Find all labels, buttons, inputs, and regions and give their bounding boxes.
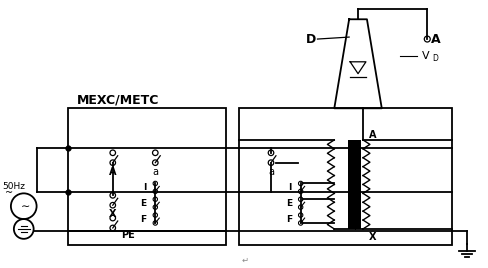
Text: I: I [143, 183, 146, 192]
Text: A: A [369, 130, 377, 140]
Text: PE: PE [121, 230, 134, 240]
Text: $\sim$: $\sim$ [18, 201, 30, 211]
Text: X: X [369, 232, 377, 242]
Text: F: F [285, 215, 292, 224]
Bar [239, 108, 452, 245]
Bar [348, 140, 361, 229]
Bar [68, 108, 226, 245]
Text: ~: ~ [5, 188, 13, 198]
Text: 50Hz: 50Hz [2, 182, 25, 191]
Text: ↵: ↵ [242, 256, 249, 265]
Text: a: a [152, 167, 158, 177]
Text: E: E [140, 199, 146, 208]
Text: X: X [109, 209, 117, 219]
Text: I: I [288, 183, 292, 192]
Text: D: D [432, 54, 438, 63]
Text: A: A [431, 32, 441, 46]
Text: MEXC/METC: MEXC/METC [77, 94, 159, 107]
Text: F: F [140, 215, 146, 224]
Text: V: V [422, 51, 429, 61]
Text: E: E [285, 199, 292, 208]
Text: A: A [109, 167, 117, 177]
Text: D: D [305, 32, 316, 46]
Text: a: a [268, 167, 274, 177]
